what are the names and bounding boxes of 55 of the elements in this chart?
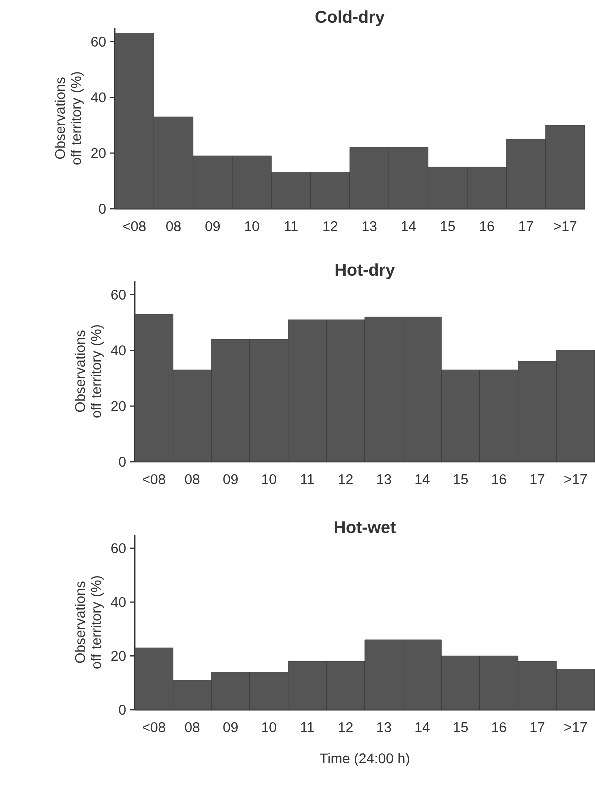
chart-title: Cold-dry bbox=[316, 10, 385, 26]
chart-title: Hot-wet bbox=[334, 522, 396, 534]
y-axis-title: Observations off territory (%) bbox=[54, 72, 84, 165]
y-tick-label: 0 bbox=[119, 457, 126, 467]
x-tick-label: 11 bbox=[285, 222, 298, 232]
y-tick-label: 40 bbox=[111, 597, 126, 608]
x-tick-label: 13 bbox=[377, 722, 392, 732]
y-tick-label: 40 bbox=[91, 92, 106, 103]
y-tick-label: 0 bbox=[99, 204, 106, 214]
chart-title: Hot-dry bbox=[336, 264, 396, 280]
y-tick-label: 20 bbox=[112, 651, 126, 662]
x-tick-label: 16 bbox=[492, 474, 506, 484]
x-tick-label: 14 bbox=[402, 222, 416, 232]
x-tick-label: 15 bbox=[454, 722, 468, 732]
x-tick-label: <08 bbox=[123, 222, 146, 232]
y-tick-label: 60 bbox=[112, 544, 126, 554]
x-tick-label: 17 bbox=[520, 222, 534, 232]
x-tick-label: 15 bbox=[454, 474, 468, 484]
x-tick-label: 11 bbox=[301, 474, 314, 484]
y-tick-label: 0 bbox=[119, 705, 126, 715]
y-axis-title: Observations off territory (%) bbox=[74, 576, 104, 669]
x-tick-label: 09 bbox=[224, 722, 238, 732]
x-tick-label: 10 bbox=[262, 474, 276, 484]
y-tick-label: 60 bbox=[92, 36, 106, 47]
y-tick-label: 60 bbox=[112, 290, 126, 300]
x-tick-label: 12 bbox=[339, 474, 353, 484]
x-tick-label: 16 bbox=[480, 222, 494, 232]
x-tick-label: 12 bbox=[339, 722, 353, 732]
x-tick-label: >17 bbox=[564, 722, 588, 732]
x-tick-label: 14 bbox=[416, 474, 430, 484]
x-tick-label: >17 bbox=[564, 474, 588, 484]
x-tick-label: <08 bbox=[142, 474, 166, 484]
x-tick-label: 14 bbox=[416, 722, 430, 732]
x-tick-label: 16 bbox=[492, 722, 506, 732]
x-tick-label: 08 bbox=[166, 222, 181, 232]
x-tick-label: 09 bbox=[224, 474, 238, 484]
x-tick-label: 10 bbox=[245, 222, 260, 232]
x-tick-label: 13 bbox=[377, 474, 392, 484]
y-tick-label: 20 bbox=[112, 401, 126, 412]
x-tick-label: 15 bbox=[441, 222, 456, 232]
x-tick-label: 08 bbox=[185, 474, 200, 484]
x-tick-label: 09 bbox=[206, 222, 220, 232]
x-tick-label: 17 bbox=[530, 722, 545, 732]
x-tick-label: 11 bbox=[301, 722, 314, 732]
x-tick-label: 08 bbox=[185, 722, 200, 732]
x-tick-label: <08 bbox=[142, 722, 166, 732]
x-tick-label: 12 bbox=[324, 222, 338, 232]
y-tick-label: 40 bbox=[111, 346, 126, 356]
y-axis-title: Observations off territory (%) bbox=[74, 325, 104, 418]
x-tick-label: >17 bbox=[554, 222, 577, 232]
y-tick-label: 20 bbox=[92, 148, 106, 158]
x-axis-title: Time (24:00 h) bbox=[320, 753, 410, 766]
x-tick-label: 13 bbox=[362, 222, 377, 232]
x-tick-label: 17 bbox=[530, 474, 545, 484]
x-tick-label: 10 bbox=[262, 722, 276, 732]
